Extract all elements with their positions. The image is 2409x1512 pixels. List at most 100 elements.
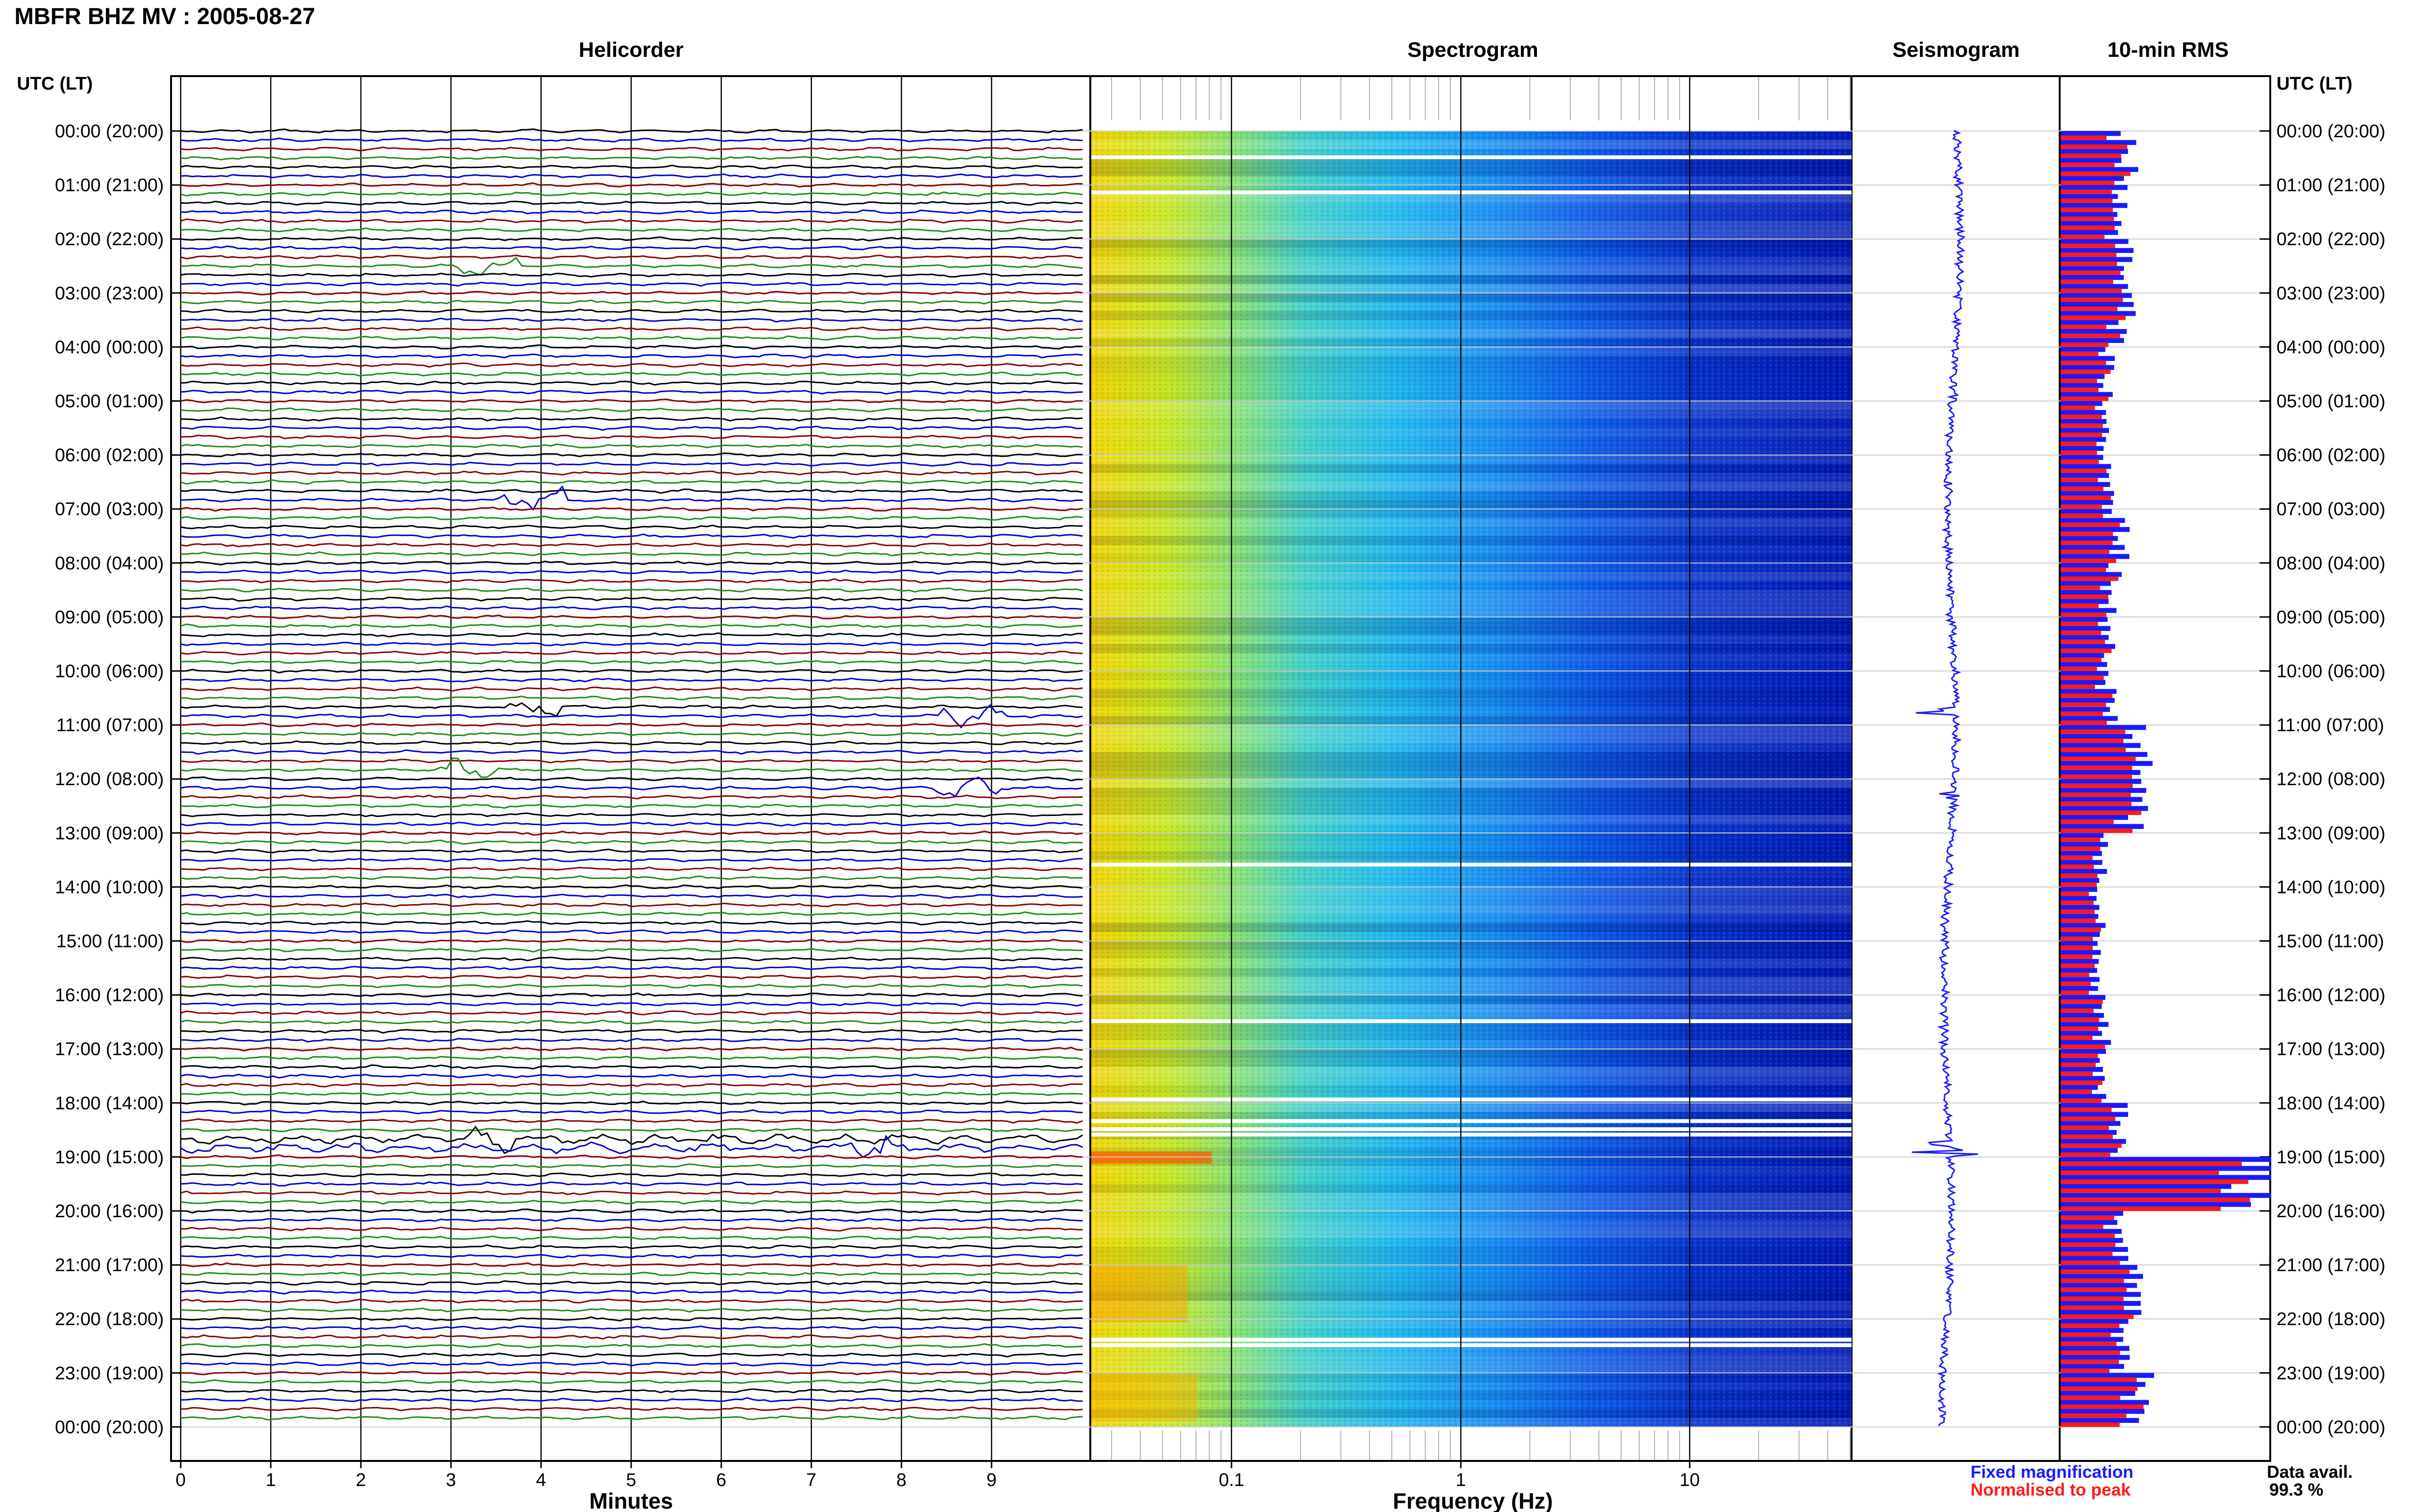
station-title: MBFR BHZ MV : 2005-08-27 [14, 4, 315, 29]
spectrogram-row [1091, 761, 1852, 770]
rms-bar-normalised [2061, 621, 2098, 626]
rms-bar-normalised [2061, 486, 2104, 491]
minute-tick-label: 2 [356, 1470, 366, 1490]
rms-bar-normalised [2061, 450, 2097, 455]
spectrogram-row [1091, 770, 1852, 779]
minute-tick-label: 0 [175, 1470, 185, 1490]
rms-bar-normalised [2061, 999, 2103, 1004]
helicorder-trace [180, 884, 1083, 890]
helicorder-trace [180, 1236, 1083, 1241]
spectrogram-row [1091, 1139, 1852, 1148]
legend-normalised-to-peak: Normalised to peak [1971, 1480, 2131, 1499]
rms-bar-fixed [2061, 428, 2109, 433]
rms-bar-fixed [2061, 455, 2104, 460]
spectrogram-row [1091, 491, 1852, 500]
rms-bar-fixed [2061, 419, 2107, 424]
spectrogram-row [1091, 536, 1852, 545]
rms-bar-fixed [2061, 257, 2132, 262]
helicorder-trace [180, 1055, 1083, 1061]
rms-bar-normalised [2061, 1260, 2120, 1265]
rms-bar-fixed [2061, 671, 2109, 676]
helicorder-trace [180, 1343, 1083, 1349]
helicorder-trace [180, 1001, 1083, 1007]
rms-bar-normalised [2061, 513, 2103, 518]
spectrogram-data-gap [1091, 1343, 1852, 1347]
rms-bar-fixed [2061, 959, 2099, 964]
rms-bar-fixed [2061, 788, 2146, 793]
helicorder-trace [180, 1253, 1083, 1259]
rms-bar-fixed [2061, 896, 2097, 901]
frequency-tick-label: 1 [1456, 1470, 1466, 1490]
rms-bar-normalised [2061, 729, 2126, 734]
rms-bar-normalised [2061, 783, 2133, 788]
helicorder-trace [180, 1118, 1083, 1124]
helicorder-trace [180, 614, 1083, 619]
rms-bar-fixed [2061, 878, 2099, 883]
rms-bar-fixed [2061, 545, 2125, 550]
rms-bar-normalised [2061, 207, 2113, 212]
rms-bar-fixed [2061, 518, 2125, 523]
rms-bar-fixed [2061, 1274, 2144, 1279]
rms-bar-normalised [2061, 909, 2095, 914]
spectrogram-row [1091, 986, 1852, 995]
rms-bar-normalised [2061, 1107, 2112, 1112]
spectrogram-row [1091, 572, 1852, 581]
spectrogram-row [1091, 545, 1852, 554]
rms-bar-fixed [2061, 626, 2111, 631]
spectrogram-row [1091, 797, 1852, 806]
rms-bar-fixed [2061, 905, 2100, 910]
rms-bar-fixed [2061, 1337, 2123, 1342]
rms-bar-fixed [2061, 1400, 2149, 1405]
time-label-left: 22:00 (18:00) [55, 1309, 164, 1329]
rms-bar-normalised [2061, 306, 2118, 311]
helicorder-trace [180, 929, 1083, 934]
time-label-left: 08:00 (04:00) [55, 553, 164, 574]
helicorder-trace [180, 1073, 1083, 1079]
rms-bar-normalised [2061, 396, 2109, 401]
helicorder-trace [180, 1082, 1083, 1088]
rms-bar-normalised [2061, 198, 2113, 203]
rms-bar-fixed [2061, 527, 2130, 532]
minute-tick-label: 7 [806, 1470, 816, 1490]
rms-bar-normalised [2061, 243, 2115, 248]
rms-bar-normalised [2061, 711, 2103, 716]
rms-bar-fixed [2061, 1085, 2098, 1090]
rms-bar-normalised [2061, 864, 2094, 869]
rms-bar-fixed [2061, 302, 2134, 307]
rms-bar-normalised [2061, 747, 2126, 752]
rms-bar-fixed [2061, 1049, 2106, 1054]
rms-bar-fixed [2061, 167, 2138, 172]
spectrogram-row [1091, 356, 1852, 365]
helicorder-trace [180, 1190, 1083, 1196]
spectrogram-row [1091, 131, 1852, 140]
spectrogram-row [1091, 140, 1852, 149]
helicorder-trace [180, 560, 1083, 565]
time-label-left: 02:00 (22:00) [55, 229, 164, 250]
rms-bar-normalised [2061, 1080, 2103, 1085]
helicorder-trace [180, 1316, 1083, 1322]
spectrogram-row [1091, 203, 1852, 212]
helicorder-trace [180, 317, 1083, 323]
seismogram-trace [1912, 130, 1978, 1426]
legend-fixed-magnification: Fixed magnification [1971, 1462, 2133, 1482]
rms-bar-normalised [2061, 972, 2090, 977]
helicorder-trace [180, 623, 1083, 629]
rms-bar-normalised [2061, 1026, 2098, 1031]
rms-bar-fixed [2061, 770, 2141, 775]
helicorder-trace [180, 974, 1083, 980]
rms-bar-fixed [2061, 1310, 2142, 1315]
helicorder-trace [180, 1037, 1083, 1043]
rms-bar-fixed [2061, 1292, 2141, 1297]
rms-bar-fixed [2061, 1229, 2122, 1234]
spectrogram-row [1091, 500, 1852, 509]
rms-bar-fixed [2061, 1373, 2155, 1378]
time-label-right: 01:00 (21:00) [2277, 175, 2385, 196]
helicorder-title: Helicorder [579, 38, 684, 62]
helicorder-trace [180, 1406, 1083, 1412]
time-label-right: 11:00 (07:00) [2277, 715, 2384, 736]
rms-bar-fixed [2061, 383, 2104, 388]
rms-bar-fixed [2061, 491, 2114, 496]
helicorder-trace [180, 506, 1083, 512]
rms-bar-normalised [2061, 1314, 2134, 1319]
rms-bar-normalised [2061, 1251, 2113, 1256]
